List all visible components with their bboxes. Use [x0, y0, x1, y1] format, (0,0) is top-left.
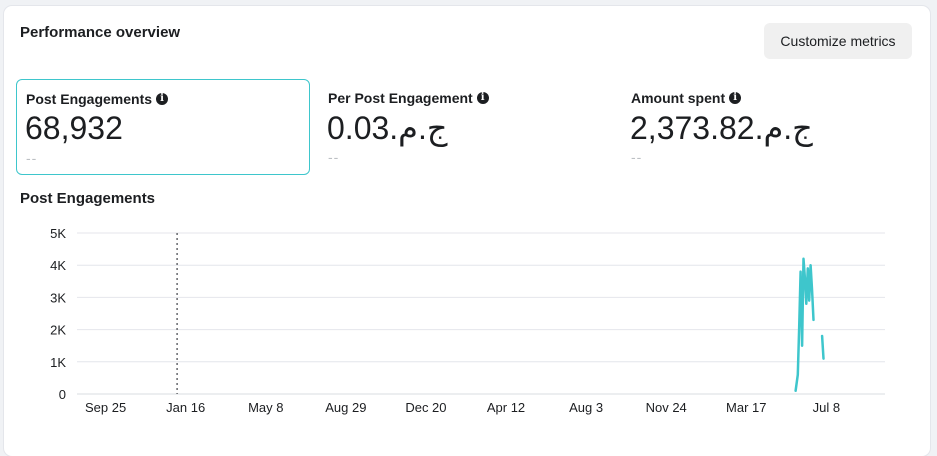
y-tick-label: 4K — [50, 258, 66, 273]
metric-delta: -- — [26, 150, 38, 166]
metric-per-post-engagement[interactable]: Per Post Engagement i ج.م.0.03 -- — [319, 79, 613, 175]
chart-title: Post Engagements — [20, 190, 156, 207]
info-icon[interactable]: i — [729, 92, 742, 104]
series-line — [794, 257, 815, 393]
x-tick-label: Apr 12 — [487, 400, 525, 415]
post-engagements-chart: 5K 4K 3K 2K 1K 0 Sep 25 Jan 16 May 8 Aug 29 Dec 20… — [50, 226, 885, 415]
performance-overview-card: Performance overview Customize metrics P… — [4, 6, 930, 456]
y-tick-label: 1K — [50, 355, 66, 370]
metric-label-text: Amount spent — [631, 90, 726, 106]
y-tick-label: 2K — [50, 323, 66, 338]
x-tick-label: Aug 29 — [325, 400, 366, 415]
info-icon[interactable]: i — [156, 93, 169, 105]
x-tick-label: Mar 17 — [726, 400, 766, 415]
metric-label: Per Post Engagement i — [328, 90, 489, 106]
y-tick-label: 0 — [59, 387, 66, 402]
x-tick-label: May 8 — [248, 400, 283, 415]
metric-value: ج.م.2,373.82 — [630, 110, 813, 146]
x-tick-label: Aug 3 — [569, 400, 603, 415]
x-tick-label: Dec 20 — [405, 400, 446, 415]
metric-delta: -- — [328, 149, 340, 165]
metric-label: Post Engagements i — [26, 91, 169, 107]
metric-post-engagements[interactable]: Post Engagements i 68,932 -- — [16, 79, 310, 175]
x-tick-label: Jan 16 — [166, 400, 205, 415]
y-tick-label: 3K — [50, 290, 66, 305]
metric-label: Amount spent i — [631, 90, 742, 106]
series-line — [820, 334, 825, 360]
y-tick-label: 5K — [50, 226, 66, 241]
metric-amount-spent[interactable]: Amount spent i ج.م.2,373.82 -- — [622, 79, 916, 175]
x-tick-label: Jul 8 — [813, 400, 840, 415]
x-tick-label: Nov 24 — [646, 400, 687, 415]
metric-label-text: Post Engagements — [26, 91, 153, 107]
x-tick-label: Sep 25 — [85, 400, 126, 415]
customize-metrics-button[interactable]: Customize metrics — [764, 23, 912, 59]
metric-delta: -- — [631, 149, 643, 165]
metric-value: ج.م.0.03 — [327, 110, 448, 146]
metric-value: 68,932 — [25, 110, 123, 146]
page-title: Performance overview — [20, 24, 181, 41]
info-icon[interactable]: i — [476, 92, 489, 104]
metric-label-text: Per Post Engagement — [328, 90, 473, 106]
